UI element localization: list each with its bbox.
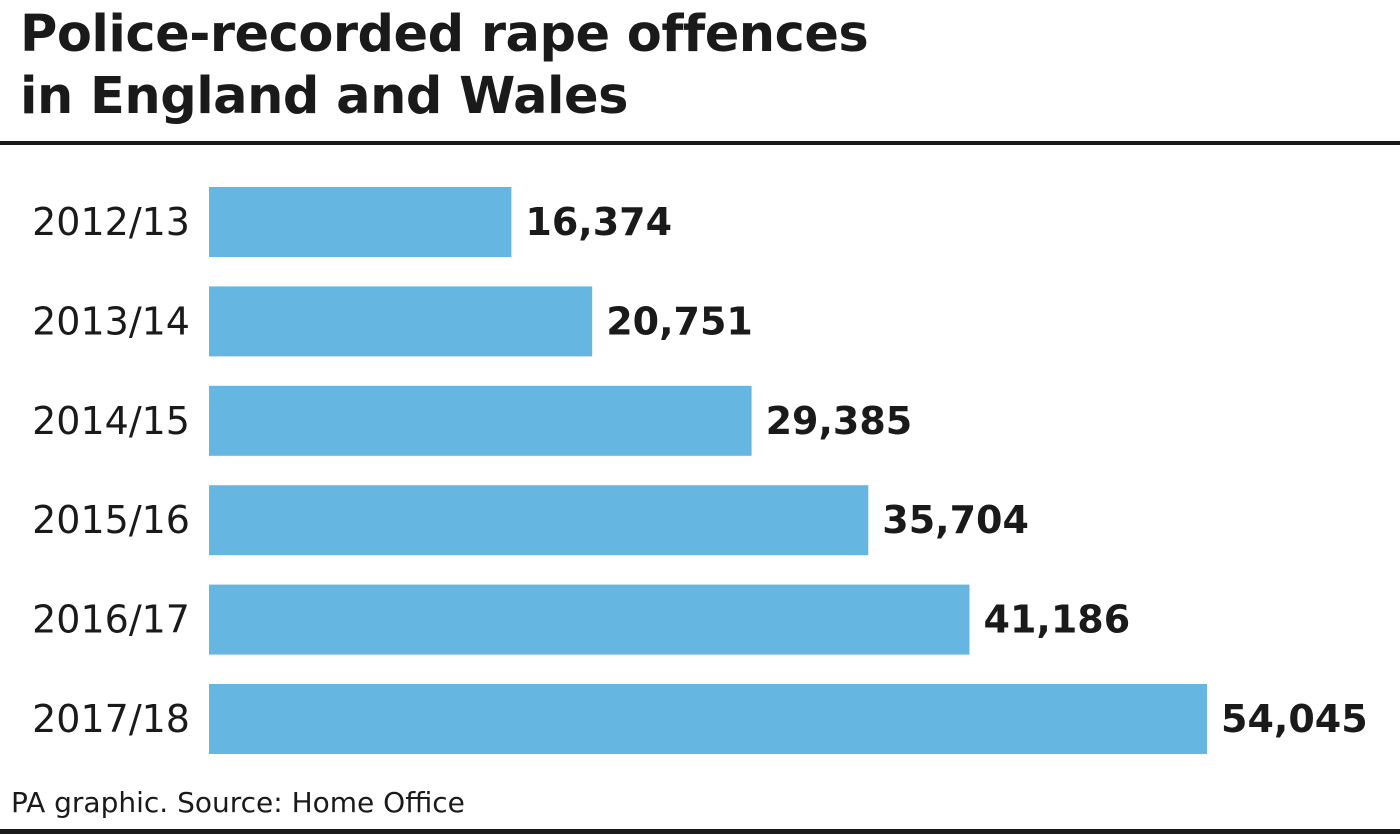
chart-title-line-1: Police-recorded rape offences [20,5,869,64]
bottom-divider [0,829,1400,834]
bar-2015-16 [209,485,869,556]
chart-title: Police-recorded rape offences in England… [20,4,869,128]
value-label: 35,704 [882,498,1029,542]
bar-2014-15 [209,385,752,456]
value-label: 54,045 [1221,697,1368,741]
category-label: 2016/17 [32,598,190,642]
bar-2017-18 [209,684,1207,754]
title-divider [0,141,1400,145]
category-label: 2014/15 [32,399,190,443]
category-label: 2012/13 [32,200,190,244]
category-label: 2015/16 [32,498,190,542]
bar-2016-17 [209,584,970,655]
value-label: 20,751 [606,299,753,343]
source-note: PA graphic. Source: Home Office [11,786,465,819]
value-label: 29,385 [766,399,913,443]
value-label: 16,374 [525,200,672,244]
bar-2013-14 [209,286,593,357]
value-label: 41,186 [984,598,1131,642]
chart-title-line-2: in England and Wales [20,67,628,126]
category-label: 2017/18 [32,697,190,741]
category-label: 2013/14 [32,299,190,343]
bar-2012-13 [209,187,512,257]
